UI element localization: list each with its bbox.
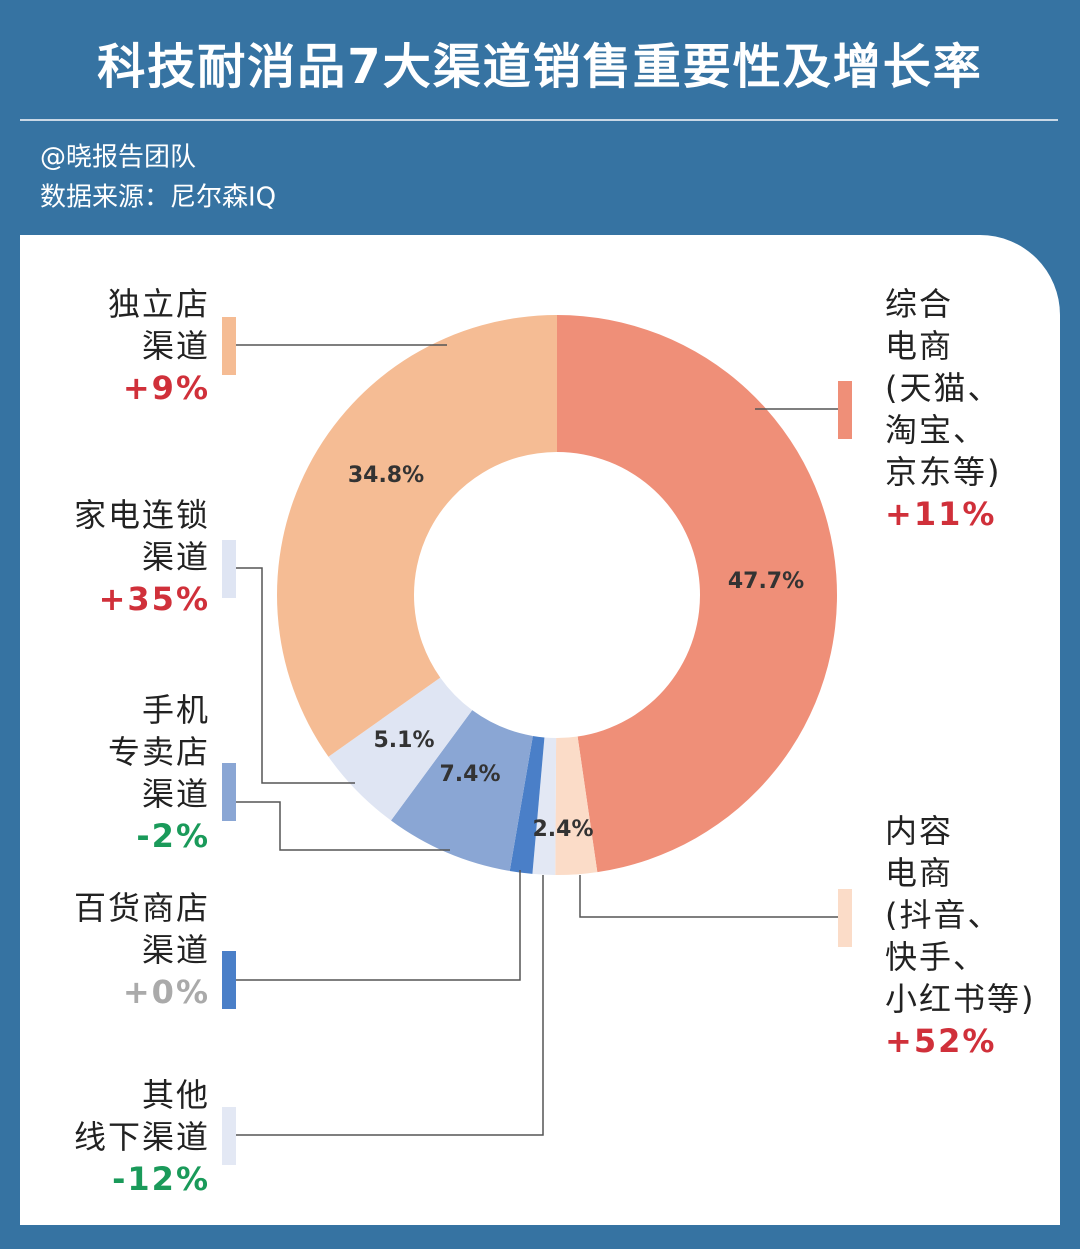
category-label: 淘宝、 [885,411,987,449]
legend-swatch [222,951,236,1009]
legend-swatch [222,1107,236,1165]
category-label: (天猫、 [885,369,1002,407]
legend-swatch [222,763,236,821]
category-label: 渠道 [142,775,210,813]
category-label: 京东等) [885,453,1002,491]
category-label: 内容 [885,812,953,850]
slice [277,315,557,757]
growth-label: -12% [112,1160,210,1198]
leader-line [236,801,450,851]
chart-title: 科技耐消品7大渠道销售重要性及增长率 [97,39,982,95]
category-label: 线下渠道 [74,1118,210,1156]
source: 数据来源：尼尔森IQ [40,183,276,213]
category-label: 其他 [142,1076,210,1114]
value-label: 5.1% [373,728,434,753]
category-label: 综合 [885,285,953,323]
leader-line [579,875,838,918]
slice [555,736,598,875]
growth-label: +35% [99,580,210,618]
leader-line [236,870,521,981]
category-label: (抖音、 [885,896,1002,934]
category-label: 快手、 [885,938,987,976]
category-label: 专卖店 [108,733,210,771]
category-label: 渠道 [142,538,210,576]
growth-label: +52% [885,1022,996,1060]
slice [391,710,533,871]
slice [557,315,837,873]
category-label: 手机 [142,691,210,729]
leader-line [236,567,355,784]
legend-swatch [838,889,852,947]
value-label: 34.8% [348,463,424,488]
slice [328,677,473,821]
category-label: 渠道 [142,327,210,365]
value-label: 7.4% [439,762,500,787]
legend-swatch [222,317,236,375]
category-label: 电商 [885,854,953,892]
value-label: 2.4% [532,817,593,842]
category-label: 渠道 [142,931,210,969]
growth-label: +0% [123,973,210,1011]
growth-label: +11% [885,495,996,533]
legend-swatch [838,381,852,439]
category-label: 小红书等) [885,980,1036,1018]
legend-swatch [222,540,236,598]
growth-label: -2% [136,817,210,855]
category-label: 百货商店 [74,889,210,927]
category-label: 家电连锁 [74,496,210,534]
slice [532,737,557,875]
growth-label: +9% [123,369,210,407]
value-label: 47.7% [728,569,804,594]
category-label: 电商 [885,327,953,365]
author: @晓报告团队 [40,143,196,173]
slice [509,735,545,874]
leader-line [236,875,544,1136]
category-label: 独立店 [108,285,210,323]
